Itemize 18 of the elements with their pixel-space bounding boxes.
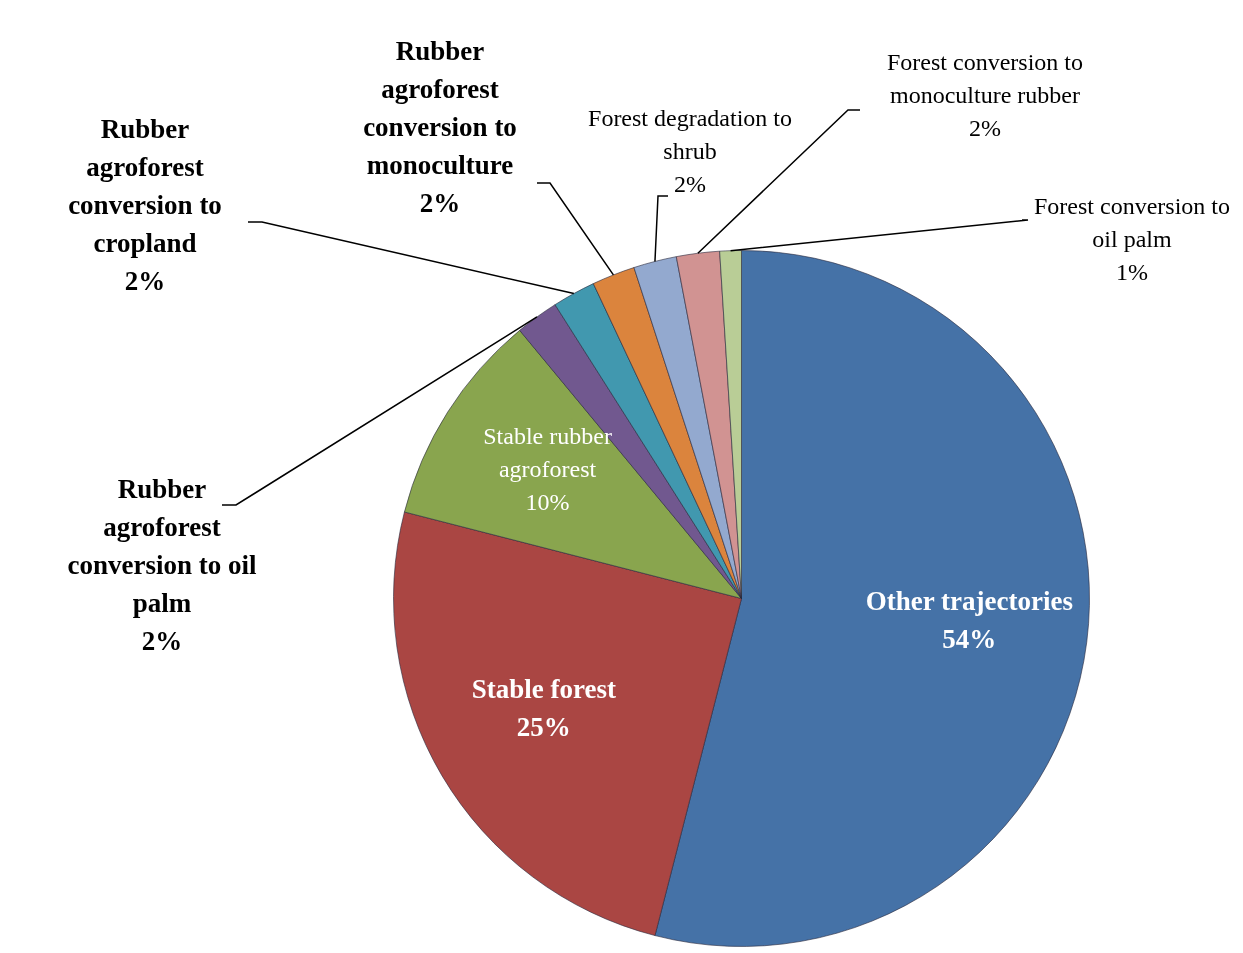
data-label: 2% [674,171,706,198]
data-label: 2% [124,266,166,297]
slice-label: Stable rubber agroforest [483,423,612,483]
slice-label: Rubber agroforest conversion to oil palm [67,474,257,619]
data-label: 1% [1116,259,1148,286]
data-label: 2% [969,115,1001,142]
slice-label: Forest conversion to oil palm [1034,193,1230,253]
slice-label: Forest degradation to shrub [588,105,792,165]
slice-label: Other trajectories [865,585,1073,616]
slice-label: Forest conversion to monoculture rubber [887,49,1083,109]
slice-label: Stable forest [471,673,616,704]
slice-label: Rubber agroforest conversion to monoculture [363,36,517,181]
data-label: 25% [516,711,571,742]
slice-label: Rubber agroforest conversion to cropland [68,114,222,259]
data-label: 54% [942,623,997,654]
data-label: 10% [525,489,570,516]
data-label: 2% [141,626,183,657]
data-label: 2% [419,188,461,219]
